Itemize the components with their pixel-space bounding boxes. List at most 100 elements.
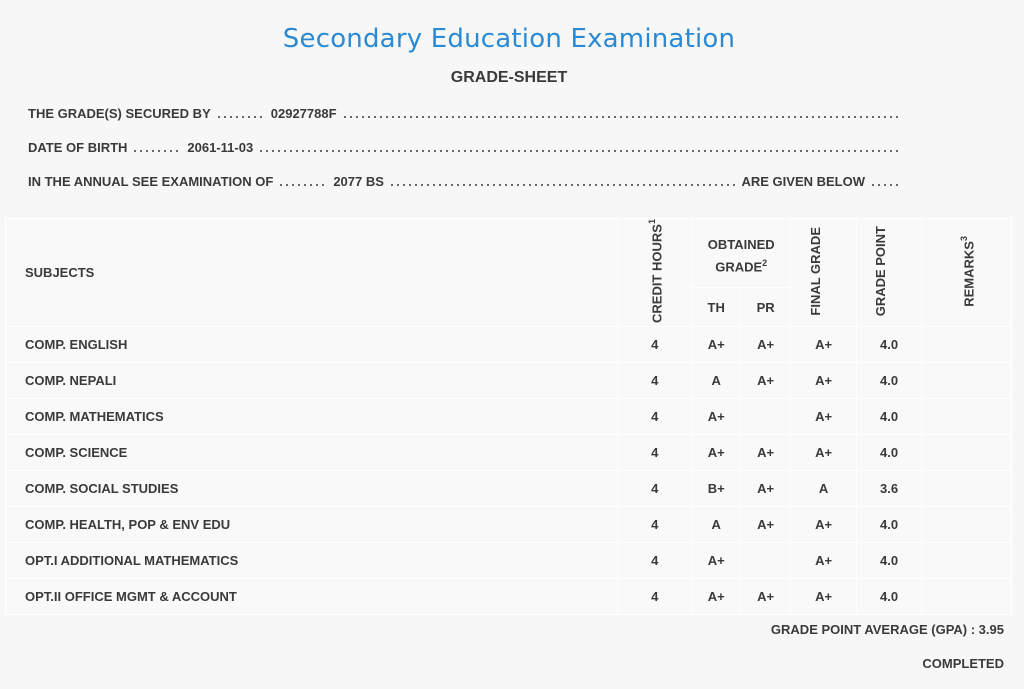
grade-cell: A+ bbox=[740, 361, 792, 399]
grade-cell: 4.0 bbox=[856, 577, 923, 615]
grade-cell: 4 bbox=[617, 433, 693, 471]
header-cell: REMARKS3 bbox=[921, 218, 1012, 327]
dot-leader bbox=[388, 184, 737, 186]
grade-cell: 4.0 bbox=[856, 505, 923, 543]
header-cell: PR bbox=[740, 287, 792, 327]
grade-cell: A+ bbox=[790, 541, 858, 579]
footnote-mark: 2 bbox=[762, 258, 768, 269]
grade-cell: 3.6 bbox=[856, 469, 923, 507]
dot-leader bbox=[278, 184, 329, 186]
dot-leader bbox=[215, 116, 266, 118]
table-row: OPT.II OFFICE MGMT & ACCOUNT 4 A+ A+ A+ 4.0 bbox=[4, 577, 1012, 615]
grade-cell: 4 bbox=[617, 325, 693, 363]
subject-cell: COMP. SOCIAL STUDIES bbox=[4, 469, 619, 507]
grade-cell: 4 bbox=[617, 577, 693, 615]
footnote-mark: 1 bbox=[647, 219, 658, 225]
dot-leader bbox=[341, 116, 898, 118]
info-label: THE GRADE(S) SECURED BY bbox=[28, 106, 211, 121]
grade-cell: A bbox=[790, 469, 858, 507]
grade-cell: A+ bbox=[691, 397, 742, 435]
table-row: COMP. NEPALI 4 A A+ A+ 4.0 bbox=[4, 361, 1012, 399]
header-label: REMARKS bbox=[961, 240, 977, 307]
grade-cell: A bbox=[691, 361, 742, 399]
subtitle: GRADE-SHEET bbox=[450, 69, 568, 86]
table-row: OPT.I ADDITIONAL MATHEMATICS 4 A+ A+ 4.0 bbox=[4, 541, 1012, 579]
grade-cell: 4 bbox=[617, 541, 693, 579]
grade-cell: 4.0 bbox=[856, 325, 923, 363]
grade-cell: A+ bbox=[790, 397, 858, 435]
remarks-cell bbox=[921, 577, 1012, 615]
dot-leader bbox=[132, 150, 183, 152]
table-row: COMP. ENGLISH 4 A+ A+ A+ 4.0 bbox=[4, 325, 1012, 363]
info-line: THE GRADE(S) SECURED BY 02927788F bbox=[28, 106, 903, 121]
header-row: SUBJECTS CREDIT HOURS1 OBTAINED GRADE2 F… bbox=[4, 217, 1012, 327]
info-value: 2061-11-03 bbox=[187, 140, 254, 155]
subject-cell: OPT.I ADDITIONAL MATHEMATICS bbox=[4, 541, 619, 579]
info-label: IN THE ANNUAL SEE EXAMINATION OF bbox=[28, 174, 274, 189]
grade-cell: 4 bbox=[617, 361, 693, 399]
table-row: COMP. SOCIAL STUDIES 4 B+ A+ A 3.6 bbox=[4, 469, 1012, 507]
grade-cell: A+ bbox=[740, 325, 792, 363]
grade-cell: 4.0 bbox=[856, 397, 923, 435]
remarks-cell bbox=[921, 469, 1012, 507]
grade-cell: 4 bbox=[617, 505, 693, 543]
dot-leader bbox=[870, 184, 898, 186]
info-suffix: ARE GIVEN BELOW bbox=[741, 174, 865, 189]
subject-cell: COMP. MATHEMATICS bbox=[4, 397, 619, 435]
grade-cell: A+ bbox=[790, 577, 858, 615]
grade-cell: A+ bbox=[740, 469, 792, 507]
status: COMPLETED bbox=[922, 656, 1004, 671]
grade-cell bbox=[740, 541, 792, 579]
header-cell: FINAL GRADE bbox=[790, 218, 858, 327]
grade-cell: A+ bbox=[740, 433, 792, 471]
dot-leader bbox=[258, 150, 898, 152]
grade-cell: A+ bbox=[790, 433, 858, 471]
grade-cell: A+ bbox=[790, 505, 858, 543]
subject-cell: COMP. ENGLISH bbox=[4, 325, 619, 363]
grade-cell: A+ bbox=[790, 325, 858, 363]
footnote-mark: 3 bbox=[958, 235, 969, 241]
grade-cell: A+ bbox=[790, 361, 858, 399]
table-row: COMP. MATHEMATICS 4 A+ A+ 4.0 bbox=[4, 397, 1012, 435]
header-cell: CREDIT HOURS1 bbox=[617, 218, 693, 327]
info-line: IN THE ANNUAL SEE EXAMINATION OF 2077 BS A… bbox=[28, 174, 903, 189]
header-text: REMARKS3 bbox=[957, 236, 976, 307]
header-text: OBTAINED GRADE2 bbox=[706, 235, 776, 276]
grade-cell: A+ bbox=[691, 541, 742, 579]
remarks-cell bbox=[921, 541, 1012, 579]
grade-cell: 4 bbox=[617, 397, 693, 435]
grade-cell: A+ bbox=[740, 577, 792, 615]
subject-cell: OPT.II OFFICE MGMT & ACCOUNT bbox=[4, 577, 619, 615]
subject-cell: COMP. SCIENCE bbox=[4, 433, 619, 471]
header-label: CREDIT HOURS bbox=[649, 224, 665, 323]
table-row: COMP. SCIENCE 4 A+ A+ A+ 4.0 bbox=[4, 433, 1012, 471]
info-line: DATE OF BIRTH 2061-11-03 bbox=[28, 140, 903, 155]
remarks-cell bbox=[921, 325, 1012, 363]
table-row: COMP. HEALTH, POP & ENV EDU 4 A A+ A+ 4.0 bbox=[4, 505, 1012, 543]
remarks-cell bbox=[921, 505, 1012, 543]
subject-cell: COMP. HEALTH, POP & ENV EDU bbox=[4, 505, 619, 543]
grade-cell: A+ bbox=[691, 577, 742, 615]
header-cell: GRADE POINT bbox=[856, 218, 923, 327]
info-label: DATE OF BIRTH bbox=[28, 140, 128, 155]
header-label: OBTAINED GRADE bbox=[707, 237, 775, 275]
header-label: GRADE POINT bbox=[873, 225, 889, 317]
header-label: FINAL GRADE bbox=[807, 226, 823, 316]
grade-cell: 4.0 bbox=[856, 433, 923, 471]
header-row: TH PR bbox=[6, 287, 1012, 327]
info-value: 2077 BS bbox=[333, 174, 384, 189]
grade-cell: 4.0 bbox=[856, 361, 923, 399]
grade-cell: A+ bbox=[691, 325, 742, 363]
header-cell: OBTAINED GRADE2 bbox=[691, 217, 792, 289]
header-cell: SUBJECTS bbox=[4, 218, 619, 327]
grade-cell bbox=[740, 397, 792, 435]
header-cell: TH bbox=[691, 287, 742, 327]
header-text: CREDIT HOURS1 bbox=[645, 219, 664, 323]
grade-cell: B+ bbox=[691, 469, 742, 507]
grade-cell: A bbox=[691, 505, 742, 543]
gpa: GRADE POINT AVERAGE (GPA) : 3.95 bbox=[770, 622, 1004, 637]
remarks-cell bbox=[921, 433, 1012, 471]
subject-cell: COMP. NEPALI bbox=[4, 361, 619, 399]
grade-cell: 4 bbox=[617, 469, 693, 507]
